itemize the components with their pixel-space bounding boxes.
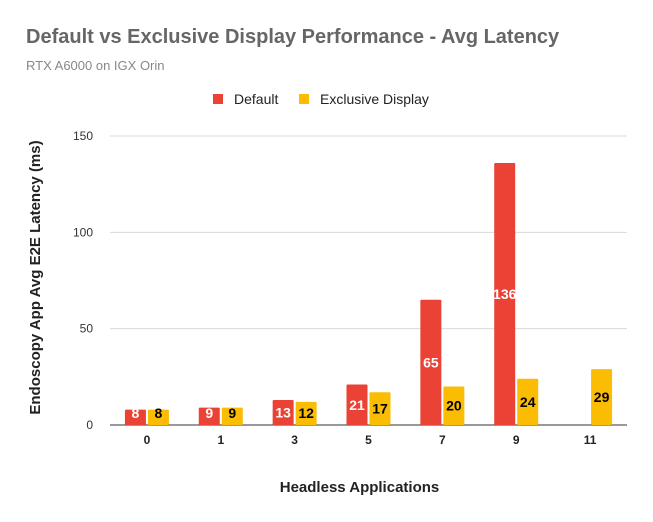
- data-label: 13: [275, 404, 291, 420]
- x-axis-title: Headless Applications: [280, 479, 440, 496]
- bar-default: [198, 407, 220, 425]
- bar-exclusive-display: [147, 409, 169, 425]
- x-tick-label: 7: [439, 433, 446, 447]
- bar-default: [420, 299, 442, 425]
- data-label: 8: [132, 405, 140, 421]
- bar-default: [494, 162, 516, 425]
- x-tick-label: 11: [584, 433, 597, 447]
- data-label: 29: [594, 389, 610, 405]
- data-label: 21: [349, 397, 365, 413]
- data-label: 24: [520, 394, 536, 410]
- data-label: 17: [372, 401, 388, 417]
- legend-swatch: [213, 94, 223, 104]
- chart-subtitle: RTX A6000 on IGX Orin: [26, 58, 165, 73]
- y-tick-label: 100: [73, 225, 93, 239]
- bar-default: [346, 384, 368, 425]
- data-label: 8: [155, 405, 163, 421]
- data-label: 9: [205, 405, 213, 421]
- y-tick-label: 150: [73, 129, 93, 143]
- data-label: 9: [228, 405, 236, 421]
- x-tick-label: 0: [144, 433, 151, 447]
- bar-exclusive-display: [221, 407, 243, 425]
- legend-label: Default: [234, 91, 278, 107]
- bar-exclusive-display: [295, 401, 317, 425]
- bar-exclusive-display: [443, 386, 465, 425]
- x-tick-label: 1: [217, 433, 224, 447]
- x-tick-label: 3: [291, 433, 298, 447]
- x-tick-label: 9: [513, 433, 520, 447]
- bar-default: [272, 399, 294, 425]
- data-label: 12: [298, 405, 314, 421]
- y-tick-label: 50: [80, 322, 94, 336]
- bar-exclusive-display: [369, 392, 391, 425]
- bar-exclusive-display: [517, 378, 539, 425]
- y-axis-title: Endoscopy App Avg E2E Latency (ms): [27, 140, 44, 414]
- data-label: 136: [493, 286, 517, 302]
- bar-exclusive-display: [591, 369, 613, 425]
- bar-default: [124, 409, 146, 425]
- legend-label: Exclusive Display: [320, 91, 429, 107]
- x-tick-label: 5: [365, 433, 372, 447]
- y-tick-label: 0: [86, 418, 93, 432]
- legend-swatch: [299, 94, 309, 104]
- chart-title: Default vs Exclusive Display Performance…: [26, 26, 560, 48]
- data-label: 65: [423, 354, 439, 370]
- data-label: 20: [446, 398, 462, 414]
